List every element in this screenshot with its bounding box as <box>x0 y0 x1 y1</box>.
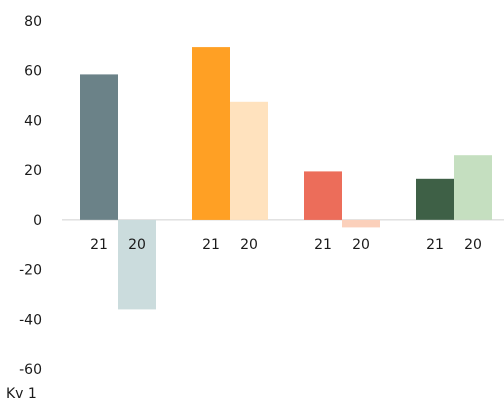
bar-label: 20 <box>464 237 482 253</box>
bar-label: 21 <box>426 237 444 253</box>
bar <box>80 74 118 220</box>
y-axis-tick-labels: -60 -40 -20 0 20 40 60 80 <box>19 14 42 378</box>
bar-label: 21 <box>314 237 332 253</box>
y-tick-label: 80 <box>24 14 42 30</box>
bar-label: 21 <box>90 237 108 253</box>
bar <box>230 101 268 220</box>
y-tick-label: 40 <box>24 113 42 129</box>
bar <box>192 47 230 220</box>
y-tick-label: -40 <box>19 312 42 328</box>
bar <box>304 171 342 220</box>
bar-series <box>80 47 492 310</box>
y-tick-label: 0 <box>33 213 42 229</box>
bar <box>454 155 492 220</box>
y-tick-label: 60 <box>24 64 42 80</box>
chart-footnote: Kv 1 <box>6 386 37 401</box>
y-tick-label: 20 <box>24 163 42 179</box>
y-tick-label: -60 <box>19 362 42 378</box>
bar-category-labels: 21 20 21 20 21 20 21 20 <box>90 237 482 253</box>
bar-label: 20 <box>240 237 258 253</box>
bar-label: 20 <box>128 237 146 253</box>
bar-label: 21 <box>202 237 220 253</box>
bar <box>342 219 380 228</box>
bar-label: 20 <box>352 237 370 253</box>
bar <box>118 219 156 310</box>
bar <box>416 178 454 220</box>
y-tick-label: -20 <box>19 263 42 279</box>
